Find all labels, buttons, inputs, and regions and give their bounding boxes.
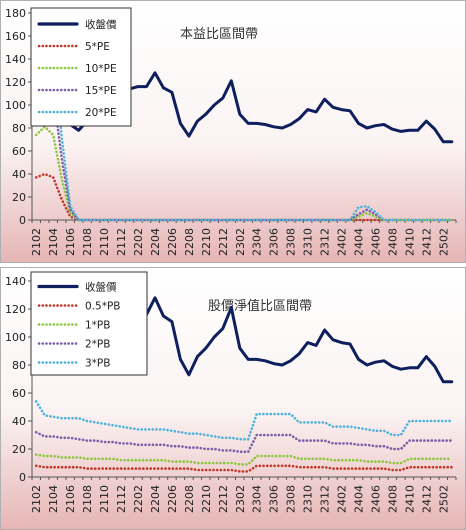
x-tick-label: 2410 [403, 228, 416, 256]
x-tick-label: 2312 [319, 485, 332, 513]
x-tick-label: 2306 [268, 485, 281, 513]
x-tick-label: 2110 [98, 228, 111, 256]
x-tick-label: 2104 [47, 485, 60, 513]
x-tick-label: 2310 [302, 485, 315, 513]
y-tick-label: 120 [5, 303, 26, 316]
pe-band-chart-panel: 0 20 40 60 80 100 120 140 160 180 2102 2104 2106 2108… [0, 0, 466, 263]
y-tick-label: 0 [19, 214, 26, 227]
legend-box [30, 7, 132, 127]
y-tick-label: 0 [19, 471, 26, 484]
x-tick-label: 2208 [183, 228, 196, 256]
series-line-4 [34, 400, 454, 441]
legend: 收盤價 5*PE 10*PE 15*PE 20*PE [30, 7, 132, 127]
x-tick-label: 2106 [64, 485, 77, 513]
x-tick-label: 2204 [149, 228, 162, 256]
legend-label: 20*PE [85, 107, 117, 119]
series-line-3 [34, 430, 454, 454]
y-tick-label: 40 [12, 168, 26, 181]
x-tick-label: 2210 [200, 228, 213, 256]
x-tick-label: 2306 [268, 228, 281, 256]
x-tick-label: 2202 [132, 485, 145, 513]
y-tick-label: 40 [12, 415, 26, 428]
x-tick-label: 2112 [115, 485, 128, 513]
x-tick-label: 2502 [437, 228, 450, 256]
chart-title: 股價淨值比區間帶 [208, 298, 312, 314]
x-tick-label: 2412 [420, 485, 433, 513]
y-tick-label: 160 [5, 30, 26, 43]
x-tick-label: 2212 [217, 485, 230, 513]
series-line-1 [34, 464, 454, 473]
x-tick-label: 2110 [98, 485, 111, 513]
series-line-4 [34, 32, 454, 222]
y-tick-label: 60 [12, 145, 26, 158]
legend-label: 5*PE [85, 41, 110, 53]
legend-label: 15*PE [85, 85, 117, 97]
x-tick-label: 2408 [386, 228, 399, 256]
x-tick-label: 2202 [132, 228, 145, 256]
legend-label: 收盤價 [85, 281, 117, 294]
x-tick-label: 2108 [81, 228, 94, 256]
x-tick-label: 2204 [149, 485, 162, 513]
x-tick-label: 2104 [47, 228, 60, 256]
x-tick-label: 2304 [251, 228, 264, 256]
x-tick-label: 2308 [285, 228, 298, 256]
x-tick-label: 2410 [403, 485, 416, 513]
series-line-2 [34, 453, 454, 466]
pb-band-chart: 0 20 40 60 80 100 120 140 2102 2104 2106 2108 2110 21… [0, 267, 466, 530]
legend-label: 收盤價 [85, 18, 117, 31]
x-tick-label: 2112 [115, 228, 128, 256]
pb-band-chart-panel: 0 20 40 60 80 100 120 140 2102 2104 2106 2108 2110 21… [0, 267, 466, 530]
x-tick-label: 2408 [386, 485, 399, 513]
x-tick-label: 2312 [319, 228, 332, 256]
legend-label: 0.5*PB [85, 301, 120, 313]
x-tick-label: 2404 [352, 485, 365, 513]
x-tick-label: 2406 [369, 485, 382, 513]
legend-label: 2*PB [85, 339, 110, 351]
x-tick-label: 2310 [302, 228, 315, 256]
x-tick-label: 2302 [234, 485, 247, 513]
y-tick-label: 100 [5, 331, 26, 344]
x-tick-label: 2406 [369, 228, 382, 256]
y-tick-label: 100 [5, 99, 26, 112]
x-tick-label: 2404 [352, 228, 365, 256]
x-tick-label: 2106 [64, 228, 77, 256]
x-tick-label: 2212 [217, 228, 230, 256]
y-tick-label: 140 [5, 53, 26, 66]
legend: 收盤價 0.5*PB 1*PB 2*PB 3*PB [30, 271, 148, 376]
x-tick-label: 2502 [437, 485, 450, 513]
y-tick-label: 20 [12, 191, 26, 204]
pe-band-chart: 0 20 40 60 80 100 120 140 160 180 2102 2104 2106 2108… [0, 0, 466, 263]
legend-label: 10*PE [85, 63, 117, 75]
x-tick-label: 2308 [285, 485, 298, 513]
y-tick-label: 140 [5, 275, 26, 288]
x-tick-label: 2108 [81, 485, 94, 513]
y-tick-label: 80 [12, 359, 26, 372]
x-tick-label: 2402 [336, 228, 349, 256]
y-tick-label: 80 [12, 122, 26, 135]
x-tick-label: 2304 [251, 485, 264, 513]
x-tick-label: 2102 [30, 228, 43, 256]
x-tick-label: 2208 [183, 485, 196, 513]
chart-title: 本益比區間帶 [180, 27, 258, 42]
x-tick-label: 2412 [420, 228, 433, 256]
x-tick-label: 2206 [166, 228, 179, 256]
y-tick-label: 20 [12, 443, 26, 456]
x-tick-label: 2206 [166, 485, 179, 513]
legend-label: 1*PB [85, 320, 110, 332]
x-tick-label: 2210 [200, 485, 213, 513]
y-tick-label: 60 [12, 387, 26, 400]
x-tick-label: 2102 [30, 485, 43, 513]
x-tick-label: 2302 [234, 228, 247, 256]
y-tick-label: 120 [5, 76, 26, 89]
legend-label: 3*PB [85, 358, 110, 370]
x-tick-label: 2402 [336, 485, 349, 513]
y-tick-label: 180 [5, 7, 26, 20]
